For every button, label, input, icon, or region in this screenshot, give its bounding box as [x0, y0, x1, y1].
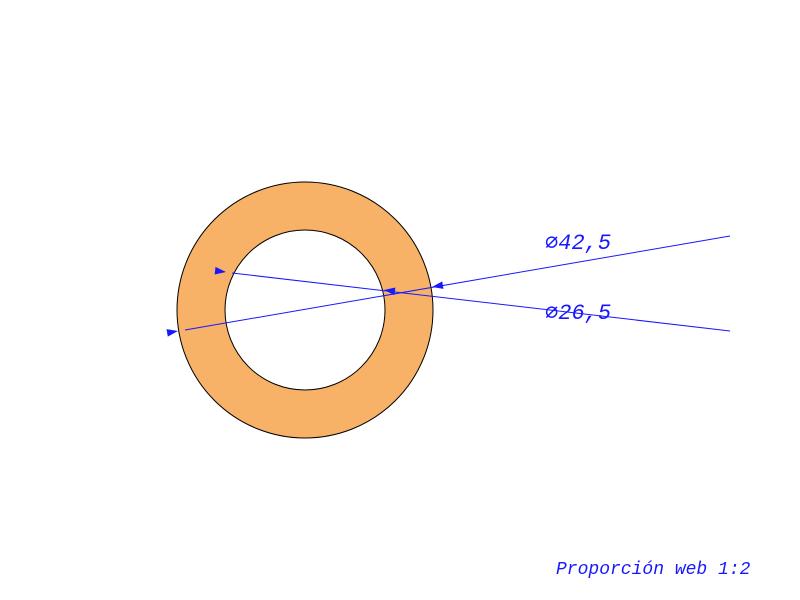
ring-shape: [177, 182, 433, 438]
dimension-line: [232, 273, 730, 331]
dimension-line: [185, 236, 730, 330]
dimension-arrow: [432, 281, 443, 289]
outer-diameter-label: ∅42,5: [545, 230, 611, 256]
diagram-svg: [0, 0, 800, 600]
dimension-arrow: [167, 329, 178, 337]
diagram-container: ∅42,5 ∅26,5 Proporción web 1:2: [0, 0, 800, 600]
scale-footer-label: Proporción web 1:2: [556, 560, 750, 580]
inner-diameter-label: ∅26,5: [545, 300, 611, 326]
